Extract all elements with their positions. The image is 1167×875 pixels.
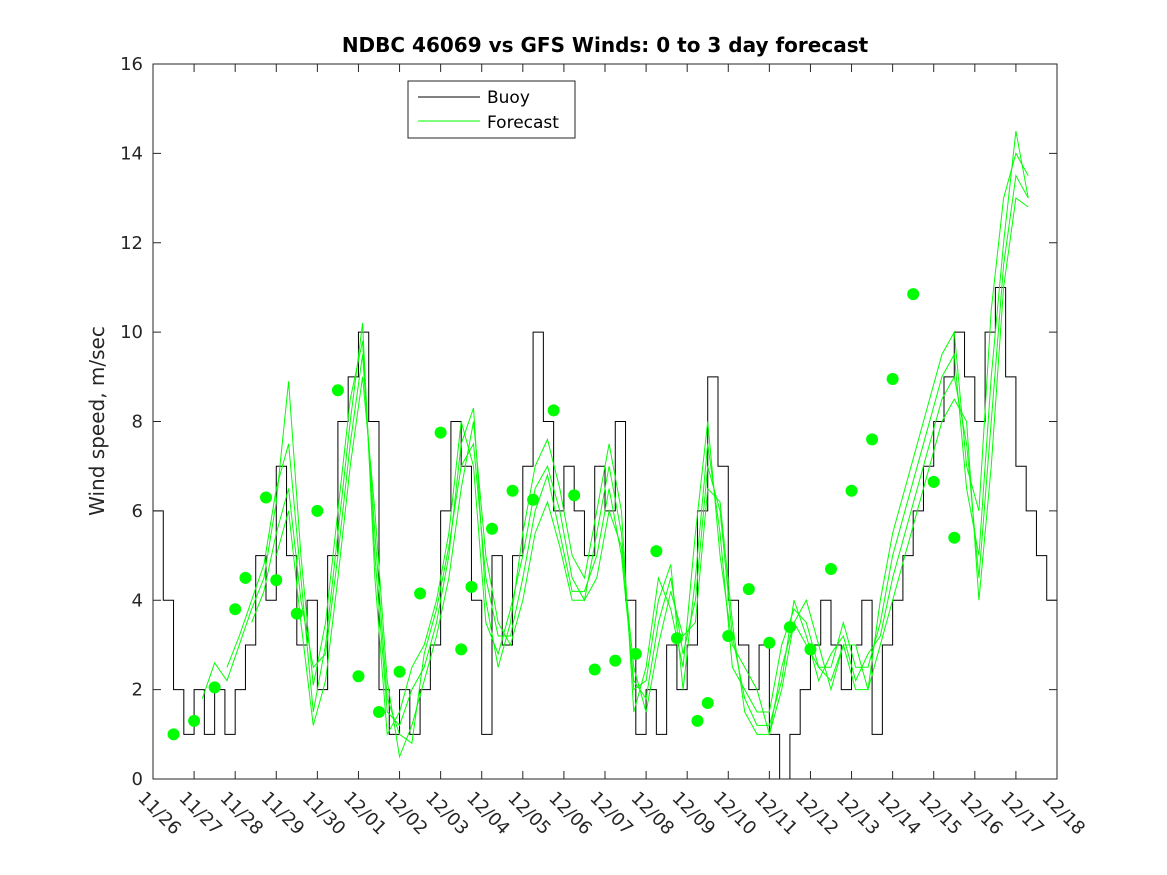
- x-tick-label: 12/08: [627, 788, 679, 840]
- forecast-marker: [239, 571, 252, 584]
- legend-box: [407, 80, 576, 139]
- x-tick-label: 12/10: [709, 788, 761, 840]
- y-tick-label: 2: [132, 680, 143, 701]
- forecast-marker: [691, 714, 704, 727]
- x-tick-label: 11/29: [257, 788, 309, 840]
- forecast-marker: [486, 522, 498, 535]
- x-tick-label: 12/02: [380, 788, 432, 840]
- forecast-marker: [311, 504, 324, 517]
- x-tick-label: 12/06: [544, 788, 596, 840]
- forecast-marker: [352, 670, 365, 683]
- forecast-series-group: [201, 130, 1029, 759]
- forecast-marker: [763, 636, 776, 649]
- x-tick-label: 12/12: [791, 788, 843, 840]
- forecast-marker: [373, 705, 385, 718]
- x-tick-label: 12/05: [503, 788, 555, 840]
- x-tick-label: 12/18: [1037, 788, 1089, 840]
- y-tick-label: 8: [132, 412, 143, 433]
- y-axis: 0 2 4 6 8 10 12 14 16: [120, 54, 1057, 790]
- forecast-marker: [506, 484, 519, 497]
- forecast-marker: [547, 404, 560, 417]
- forecast-marker: [414, 587, 427, 600]
- forecast-marker: [167, 728, 180, 741]
- y-tick-label: 14: [120, 143, 143, 164]
- x-tick-label: 12/14: [873, 788, 925, 840]
- x-tick-label: 11/28: [216, 788, 268, 840]
- y-tick-label: 10: [120, 322, 143, 343]
- y-tick-label: 4: [132, 590, 143, 611]
- forecast-marker: [270, 574, 283, 587]
- forecast-marker: [948, 531, 961, 544]
- forecast-marker: [455, 643, 468, 656]
- x-tick-label: 11/26: [133, 788, 185, 840]
- forecast-marker: [588, 663, 601, 676]
- y-tick-label: 6: [132, 501, 143, 522]
- forecast-marker: [886, 373, 899, 386]
- x-tick-label: 12/09: [668, 788, 720, 840]
- forecast-marker: [804, 643, 817, 656]
- forecast-marker: [331, 384, 344, 397]
- y-axis-label: Wind speed, m/sec: [85, 326, 109, 516]
- forecast-line: [275, 197, 1029, 759]
- forecast-marker: [393, 665, 406, 678]
- forecast-marker: [629, 647, 642, 660]
- x-tick-label: 12/03: [421, 788, 473, 840]
- legend: Buoy Forecast: [407, 80, 576, 139]
- forecast-marker: [742, 583, 755, 596]
- legend-label-buoy: Buoy: [487, 88, 530, 108]
- forecast-marker: [465, 580, 478, 593]
- forecast-marker: [609, 654, 622, 667]
- x-tick-label: 12/04: [462, 788, 514, 840]
- forecast-marker: [927, 475, 940, 488]
- plot-area: [153, 64, 1057, 779]
- forecast-marker: [722, 630, 735, 642]
- x-tick-label: 12/01: [339, 788, 391, 840]
- forecast-marker: [670, 632, 683, 645]
- y-tick-label: 12: [120, 233, 143, 254]
- forecast-marker: [907, 288, 920, 301]
- forecast-marker: [527, 493, 540, 506]
- x-tick-label: 12/11: [750, 788, 802, 840]
- y-tick-label: 0: [132, 769, 143, 790]
- forecast-marker: [290, 607, 303, 620]
- x-tick-label: 12/16: [955, 788, 1007, 840]
- forecast-marker: [845, 484, 858, 497]
- forecast-marker: [260, 491, 272, 504]
- forecast-marker: [783, 621, 796, 634]
- x-tick-label: 11/27: [175, 788, 227, 840]
- forecast-marker: [434, 426, 447, 439]
- chart-title: NDBC 46069 vs GFS Winds: 0 to 3 day fore…: [342, 33, 869, 57]
- forecast-marker: [208, 681, 221, 694]
- x-tick-label: 12/13: [832, 788, 884, 840]
- forecast-line: [201, 152, 1029, 735]
- forecast-marker: [650, 545, 663, 558]
- x-tick-label: 12/15: [914, 788, 966, 840]
- forecast-marker: [825, 562, 837, 575]
- y-tick-label: 16: [120, 54, 143, 75]
- forecast-marker: [188, 714, 201, 727]
- forecast-marker: [568, 489, 581, 502]
- x-tick-label: 12/17: [996, 788, 1048, 840]
- x-tick-label: 11/30: [298, 788, 350, 840]
- forecast-marker: [229, 603, 242, 616]
- x-tick-label: 12/07: [585, 788, 637, 840]
- forecast-marker-group: [167, 288, 961, 741]
- forecast-marker: [701, 697, 714, 710]
- forecast-marker: [866, 433, 879, 446]
- legend-label-forecast: Forecast: [487, 113, 559, 133]
